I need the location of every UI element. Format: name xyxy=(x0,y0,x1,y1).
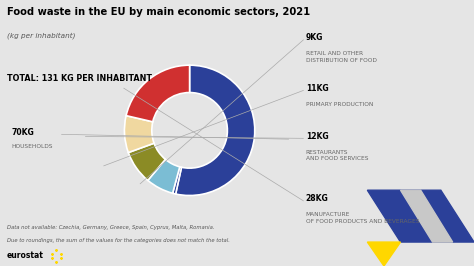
Text: TOTAL: 131 KG PER INHABITANT: TOTAL: 131 KG PER INHABITANT xyxy=(7,74,152,84)
Text: RESTAURANTS
AND FOOD SERVICES: RESTAURANTS AND FOOD SERVICES xyxy=(306,150,368,161)
Wedge shape xyxy=(176,65,255,196)
Wedge shape xyxy=(148,159,180,193)
Polygon shape xyxy=(367,242,401,266)
Polygon shape xyxy=(401,190,453,242)
Text: 28KG: 28KG xyxy=(306,194,328,203)
Text: HOUSEHOLDS: HOUSEHOLDS xyxy=(12,144,54,149)
Text: Food waste in the EU by main economic sectors, 2021: Food waste in the EU by main economic se… xyxy=(7,7,310,17)
Text: Due to roundings, the sum of the values for the categories does not match the to: Due to roundings, the sum of the values … xyxy=(7,238,230,243)
Text: Data not available: Czechia, Germany, Greece, Spain, Cyprus, Malta, Romania.: Data not available: Czechia, Germany, Gr… xyxy=(7,225,215,230)
Text: 70KG: 70KG xyxy=(12,128,35,137)
Text: 12KG: 12KG xyxy=(306,132,328,141)
Text: 9KG: 9KG xyxy=(306,33,323,42)
Wedge shape xyxy=(128,143,165,180)
Polygon shape xyxy=(367,190,474,242)
Text: eurostat: eurostat xyxy=(7,251,44,260)
Text: MANUFACTURE
OF FOOD PRODUCTS AND BEVERAGES: MANUFACTURE OF FOOD PRODUCTS AND BEVERAG… xyxy=(306,212,419,224)
Wedge shape xyxy=(126,65,190,122)
Text: 11KG: 11KG xyxy=(306,84,328,93)
Text: RETAIL AND OTHER
DISTRIBUTION OF FOOD: RETAIL AND OTHER DISTRIBUTION OF FOOD xyxy=(306,51,377,63)
Wedge shape xyxy=(125,116,154,152)
Text: (kg per inhabitant): (kg per inhabitant) xyxy=(7,32,76,39)
Wedge shape xyxy=(173,167,182,194)
Text: PRIMARY PRODUCTION: PRIMARY PRODUCTION xyxy=(306,102,373,107)
